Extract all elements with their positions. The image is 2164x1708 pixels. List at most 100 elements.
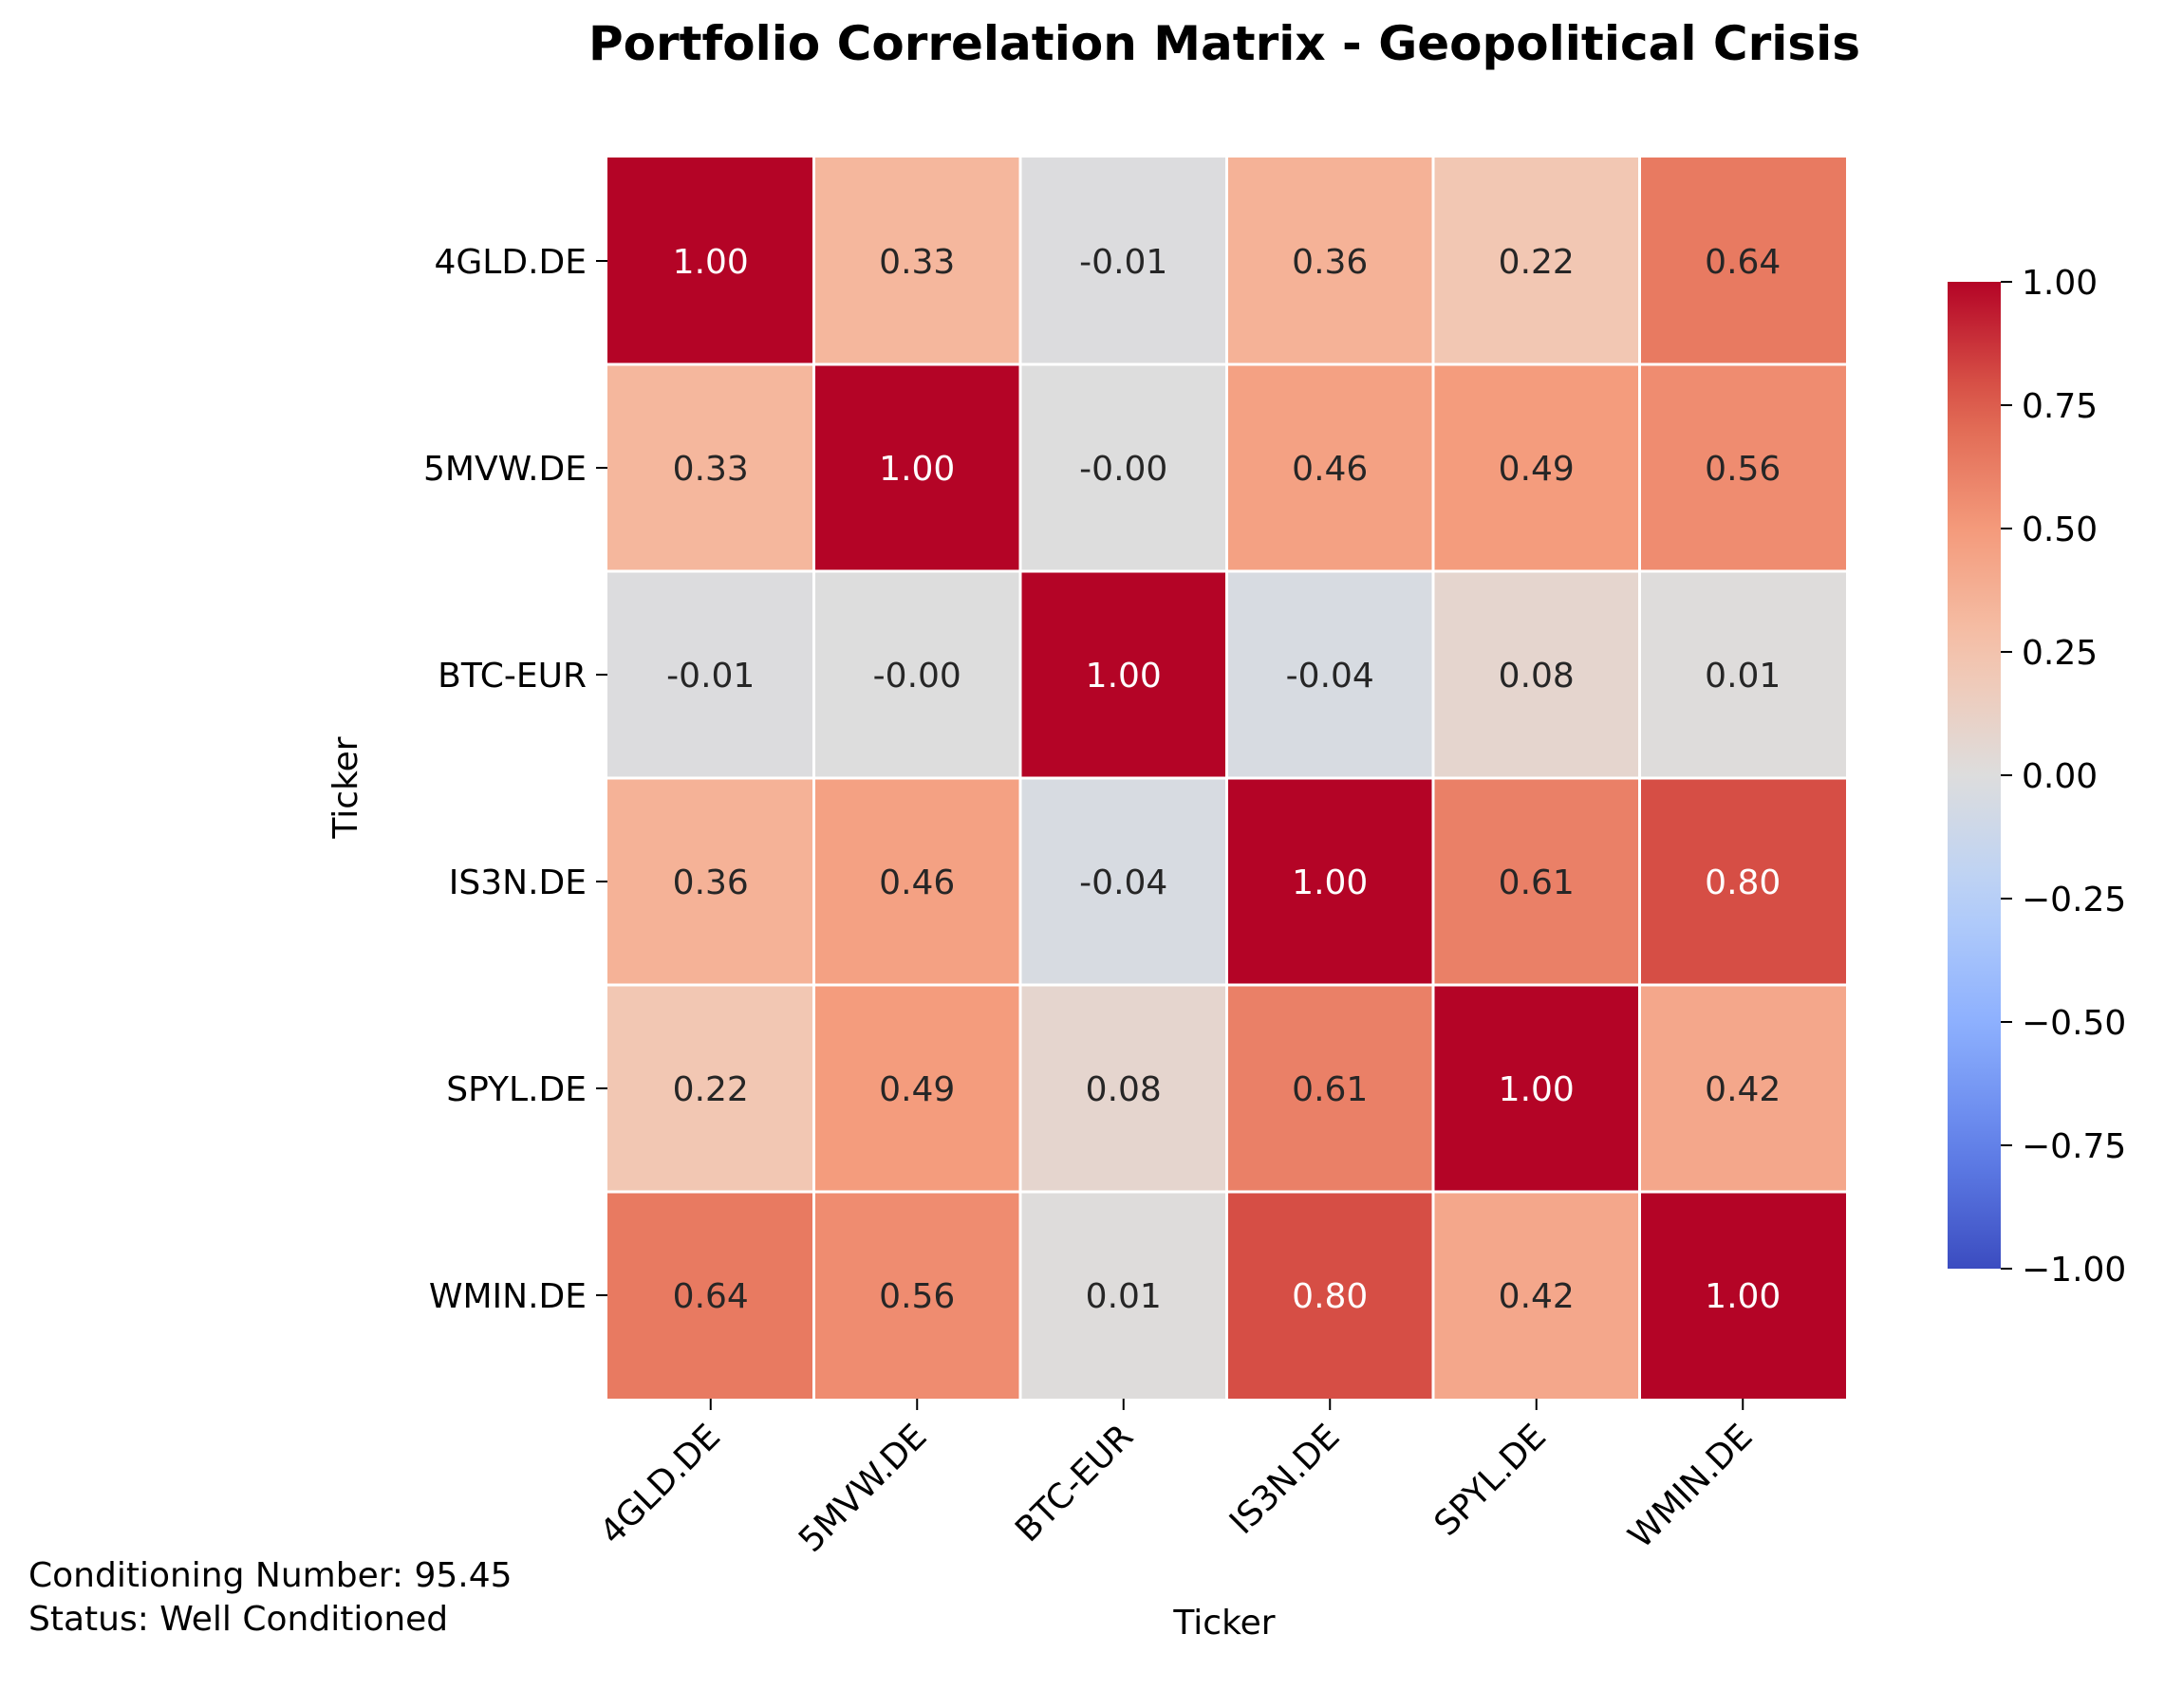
colorbar-tick-label: −0.25 bbox=[2022, 881, 2126, 919]
heatmap-cell-0-2 bbox=[1020, 158, 1227, 364]
heatmap-cell-5-2 bbox=[1020, 1192, 1227, 1399]
cell-value-5-0: 0.64 bbox=[673, 1277, 749, 1316]
colorbar-tick-label: 0.75 bbox=[2022, 387, 2098, 426]
heatmap-cell-2-2 bbox=[1020, 571, 1227, 778]
colorbar: 1.00 0.75 0.50 0.25 0.00 −0.25 −0.50 −0.75 −1.00 bbox=[1948, 264, 2126, 1290]
colorbar-ticks: 1.00 0.75 0.50 0.25 0.00 −0.25 −0.50 −0.75 −1.00 bbox=[2001, 264, 2126, 1290]
cell-value-4-5: 0.42 bbox=[1705, 1070, 1781, 1109]
heatmap-cell-1-5 bbox=[1639, 364, 1846, 571]
y-axis: 4GLD.DE 5MVW.DE BTC-EUR IS3N.DE SPYL.DE WMIN.… bbox=[423, 243, 607, 1316]
heatmap-cell-1-3 bbox=[1226, 364, 1433, 571]
heatmap-cell-5-3 bbox=[1226, 1192, 1433, 1399]
heatmap-cell-3-5 bbox=[1639, 778, 1846, 985]
heatmap-cell-3-1 bbox=[813, 778, 1020, 985]
heatmap-cell-2-5 bbox=[1639, 571, 1846, 778]
cell-value-3-1: 0.46 bbox=[879, 863, 955, 902]
heatmap-cell-3-3 bbox=[1226, 778, 1433, 985]
cell-value-1-3: 0.46 bbox=[1292, 450, 1368, 489]
heatmap-cells bbox=[607, 158, 1846, 1399]
colorbar-tick-label: −0.50 bbox=[2022, 1004, 2126, 1043]
heatmap-cell-4-4 bbox=[1433, 985, 1640, 1192]
cell-value-2-1: -0.00 bbox=[873, 657, 961, 696]
heatmap-cell-3-2 bbox=[1020, 778, 1227, 985]
cell-value-5-5: 1.00 bbox=[1705, 1277, 1781, 1316]
cell-value-0-3: 0.36 bbox=[1292, 243, 1368, 282]
cell-value-3-3: 1.00 bbox=[1292, 863, 1368, 902]
heatmap-cell-2-3 bbox=[1226, 571, 1433, 778]
cell-value-2-0: -0.01 bbox=[666, 657, 755, 696]
x-axis-label: Ticker bbox=[1172, 1604, 1275, 1643]
cell-value-4-3: 0.61 bbox=[1292, 1070, 1368, 1109]
colorbar-tick-label: −0.75 bbox=[2022, 1127, 2126, 1166]
cell-value-0-2: -0.01 bbox=[1079, 243, 1167, 282]
y-axis-label: Ticker bbox=[326, 736, 365, 839]
y-tick-label: IS3N.DE bbox=[449, 863, 587, 902]
x-tick-label: BTC-EUR bbox=[1008, 1417, 1141, 1550]
heatmap-cell-5-1 bbox=[813, 1192, 1020, 1399]
cell-value-2-3: -0.04 bbox=[1286, 657, 1374, 696]
cell-value-1-4: 0.49 bbox=[1499, 450, 1575, 489]
cell-value-0-4: 0.22 bbox=[1499, 243, 1575, 282]
y-tick-label: 4GLD.DE bbox=[435, 243, 588, 282]
y-tick-label: BTC-EUR bbox=[438, 657, 587, 696]
heatmap-cell-separators bbox=[607, 158, 1846, 1399]
heatmap-cell-3-0 bbox=[607, 778, 814, 985]
heatmap-cell-2-1 bbox=[813, 571, 1020, 778]
x-tick-label: IS3N.DE bbox=[1222, 1417, 1348, 1542]
cell-value-2-5: 0.01 bbox=[1705, 657, 1781, 696]
y-tick-label: WMIN.DE bbox=[429, 1277, 587, 1316]
cell-value-4-0: 0.22 bbox=[673, 1070, 749, 1109]
cell-value-0-1: 0.33 bbox=[879, 243, 955, 282]
heatmap-cell-0-4 bbox=[1433, 158, 1640, 364]
colorbar-gradient bbox=[1948, 282, 2001, 1269]
cell-value-1-5: 0.56 bbox=[1705, 450, 1781, 489]
heatmap-cell-2-0 bbox=[607, 571, 814, 778]
cell-value-2-4: 0.08 bbox=[1499, 657, 1575, 696]
cell-value-0-0: 1.00 bbox=[673, 243, 749, 282]
cell-value-5-4: 0.42 bbox=[1499, 1277, 1575, 1316]
heatmap-cell-1-2 bbox=[1020, 364, 1227, 571]
heatmap-cell-4-2 bbox=[1020, 985, 1227, 1192]
heatmap-cell-4-5 bbox=[1639, 985, 1846, 1192]
heatmap-cell-5-5 bbox=[1639, 1192, 1846, 1399]
conditioning-number: Conditioning Number: 95.45 bbox=[28, 1556, 513, 1595]
conditioning-status: Status: Well Conditioned bbox=[28, 1600, 448, 1639]
x-tick-label: 4GLD.DE bbox=[593, 1417, 728, 1551]
cell-value-5-3: 0.80 bbox=[1292, 1277, 1368, 1316]
heatmap-cell-0-1 bbox=[813, 158, 1020, 364]
y-tick-label: SPYL.DE bbox=[446, 1070, 587, 1109]
cell-value-1-1: 1.00 bbox=[879, 450, 955, 489]
cell-value-1-2: -0.00 bbox=[1079, 450, 1167, 489]
heatmap-cell-5-4 bbox=[1433, 1192, 1640, 1399]
cell-value-4-4: 1.00 bbox=[1499, 1070, 1575, 1109]
cell-value-3-5: 0.80 bbox=[1705, 863, 1781, 902]
cell-value-3-2: -0.04 bbox=[1079, 863, 1167, 902]
colorbar-tick-label: 0.50 bbox=[2022, 511, 2098, 549]
heatmap-cell-0-5 bbox=[1639, 158, 1846, 364]
y-tick-label: 5MVW.DE bbox=[423, 450, 587, 489]
cell-value-4-1: 0.49 bbox=[879, 1070, 955, 1109]
heatmap-cell-0-3 bbox=[1226, 158, 1433, 364]
heatmap-cell-2-4 bbox=[1433, 571, 1640, 778]
colorbar-tick-label: 0.00 bbox=[2022, 757, 2098, 796]
colorbar-tick-label: 1.00 bbox=[2022, 264, 2098, 303]
x-tick-label: WMIN.DE bbox=[1621, 1417, 1760, 1555]
heatmap-cell-4-1 bbox=[813, 985, 1020, 1192]
heatmap-cell-1-4 bbox=[1433, 364, 1640, 571]
heatmap-cell-1-0 bbox=[607, 364, 814, 571]
x-tick-label: SPYL.DE bbox=[1427, 1417, 1554, 1543]
heatmap-cell-4-0 bbox=[607, 985, 814, 1192]
heatmap-cell-4-3 bbox=[1226, 985, 1433, 1192]
heatmap-cell-3-4 bbox=[1433, 778, 1640, 985]
heatmap-cell-0-0 bbox=[607, 158, 814, 364]
cell-value-2-2: 1.00 bbox=[1086, 657, 1162, 696]
x-axis: 4GLD.DE 5MVW.DE BTC-EUR IS3N.DE SPYL.DE WMIN.… bbox=[593, 1399, 1761, 1560]
cell-value-1-0: 0.33 bbox=[673, 450, 749, 489]
cell-value-4-2: 0.08 bbox=[1086, 1070, 1162, 1109]
heatmap-cell-5-0 bbox=[607, 1192, 814, 1399]
cell-value-0-5: 0.64 bbox=[1705, 243, 1781, 282]
colorbar-tick-label: −1.00 bbox=[2022, 1251, 2126, 1290]
x-tick-label: 5MVW.DE bbox=[792, 1417, 935, 1560]
chart-title: Portfolio Correlation Matrix - Geopoliti… bbox=[588, 16, 1860, 71]
colorbar-tick-label: 0.25 bbox=[2022, 634, 2098, 673]
